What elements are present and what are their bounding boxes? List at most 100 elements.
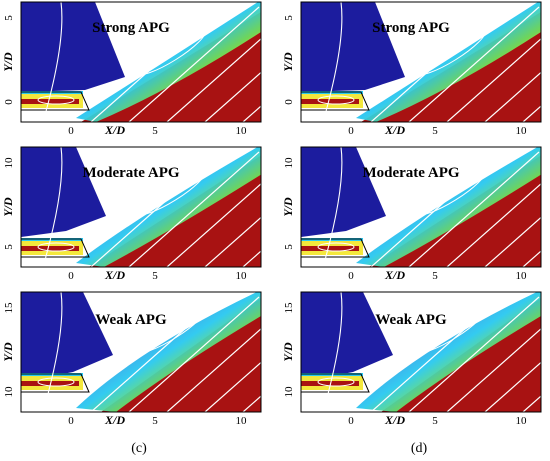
subfigure-caption: (c) (131, 441, 147, 456)
shear-layer-band (76, 292, 261, 412)
streamline (90, 296, 222, 412)
wall-streamline (322, 147, 343, 267)
wall-streamline (322, 292, 343, 412)
panel-title: Strong APG (92, 20, 170, 36)
plot-frame (20, 291, 262, 413)
nozzle-core-strip (301, 381, 359, 386)
y-tick-label: 10 (283, 386, 295, 398)
nozzle-core-strip (21, 246, 79, 251)
recirculation-loop (136, 28, 206, 76)
shear-layer-band (356, 292, 541, 412)
panel-c-2: Moderate APG Y/D 5 10 0 5 10 X/D (1, 146, 262, 282)
x-axis-label: X/D (104, 413, 125, 427)
recirculation-loop (317, 95, 355, 105)
contour-field (301, 292, 541, 412)
y-tick-label: 10 (283, 157, 295, 169)
x-tick-label: 0 (348, 270, 354, 282)
contour-field (301, 147, 541, 267)
y-axis-label: Y/D (281, 52, 295, 72)
recirculation-loop (416, 169, 486, 216)
streamline (408, 151, 540, 267)
x-tick-label: 5 (432, 125, 438, 137)
contour-field (21, 292, 261, 412)
panel-c-3: Weak APG Y/D 10 15 0 5 10 X/D (1, 291, 262, 427)
nozzle-core-strip (301, 246, 359, 251)
y-axis-label: Y/D (1, 342, 15, 362)
panel-d-3: Weak APG Y/D 10 15 0 5 10 X/D (281, 291, 542, 427)
streamline (204, 216, 261, 267)
x-tick-label: 10 (516, 270, 528, 282)
panel-title: Weak APG (95, 312, 167, 328)
y-tick-label: 0 (3, 99, 15, 105)
streamline (446, 328, 541, 412)
recirculation-loop (37, 242, 75, 252)
wall-region (21, 147, 106, 237)
shear-layer-band (356, 2, 541, 122)
wall-region (301, 2, 405, 92)
x-tick-label: 0 (68, 415, 74, 427)
shear-layer-band (76, 2, 261, 122)
nozzle-core-strip (21, 99, 79, 104)
y-tick-label: 15 (3, 302, 15, 314)
y-tick-label: 15 (283, 302, 295, 314)
x-tick-label: 5 (152, 125, 158, 137)
streamline (128, 296, 260, 412)
streamline (370, 151, 502, 267)
wall-region (21, 292, 113, 382)
streamline (370, 6, 502, 122)
panel-d-1: Strong APG Y/D 0 5 0 5 10 X/D (281, 1, 542, 137)
recirculation-loop (317, 377, 355, 387)
plot-frame (20, 146, 262, 268)
shear-layer-band (356, 147, 541, 267)
x-tick-label: 5 (432, 270, 438, 282)
plot-frame (20, 1, 262, 123)
recirculation-loop (37, 377, 75, 387)
contour-field (21, 147, 261, 267)
x-tick-label: 0 (68, 270, 74, 282)
streamline (446, 38, 541, 122)
x-tick-label: 5 (432, 415, 438, 427)
wall-region (21, 2, 125, 92)
nozzle-outline (301, 373, 370, 393)
x-tick-label: 0 (68, 125, 74, 137)
wall-region (301, 147, 386, 237)
streamline (446, 183, 541, 267)
recirculation-loop (317, 242, 355, 252)
x-tick-label: 0 (348, 415, 354, 427)
streamline (484, 216, 541, 267)
y-tick-label: 5 (3, 244, 15, 250)
recirculation-loop (136, 306, 206, 354)
nozzle-core-strip (301, 99, 359, 104)
recirculation-loop (136, 169, 206, 216)
streamline (166, 328, 261, 412)
wall-streamline (322, 2, 343, 122)
wall-streamline (42, 292, 63, 412)
y-tick-label: 0 (283, 99, 295, 105)
streamline (484, 361, 541, 412)
streamline (484, 71, 541, 122)
x-tick-label: 5 (152, 270, 158, 282)
x-tick-label: 10 (516, 125, 528, 137)
panel-title: Moderate APG (362, 165, 459, 181)
contour-field (21, 2, 261, 122)
streamline (204, 71, 261, 122)
nozzle-core-strip (21, 381, 79, 386)
recirculation-loop (416, 28, 486, 76)
y-tick-label: 10 (3, 157, 15, 169)
streamline (128, 151, 260, 267)
contour-field (301, 2, 541, 122)
streamline (408, 296, 540, 412)
wall-streamline (42, 2, 63, 122)
streamline (128, 6, 260, 122)
x-axis-label: X/D (104, 268, 125, 282)
panel-title: Weak APG (375, 312, 447, 328)
x-axis-label: X/D (384, 123, 405, 137)
y-tick-label: 5 (283, 15, 295, 21)
x-axis-label: X/D (384, 268, 405, 282)
panel-title: Strong APG (372, 20, 450, 36)
y-tick-label: 5 (283, 244, 295, 250)
y-axis-label: Y/D (281, 197, 295, 217)
x-tick-label: 10 (236, 125, 248, 137)
